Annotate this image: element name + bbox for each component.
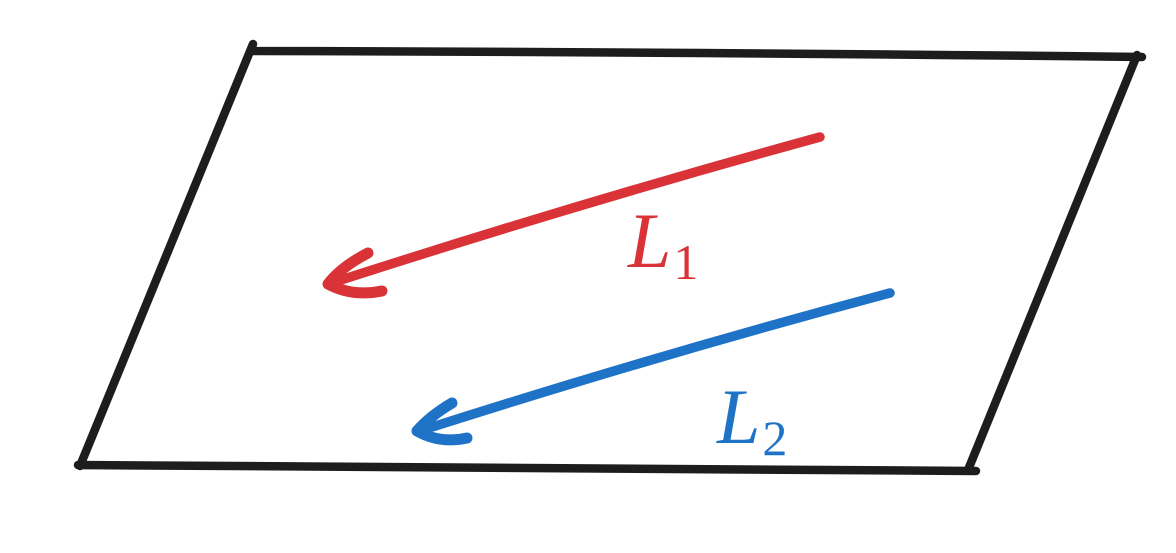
- line-l1-label-subscript: 1: [673, 234, 698, 290]
- line-l2: L2: [411, 288, 895, 466]
- line-l2-label-main: L: [716, 373, 760, 460]
- line-l1: L1: [322, 132, 825, 299]
- line-l2-shaft: [424, 288, 895, 433]
- line-l1-shaft: [336, 132, 825, 285]
- line-l1-label-main: L: [627, 197, 671, 284]
- line-l2-label-subscript: 2: [762, 410, 787, 466]
- plane-outline: [73, 39, 1147, 476]
- line-l1-arrowhead: [322, 247, 388, 299]
- line-l1-label: L1: [627, 197, 698, 290]
- line-l2-arrowhead: [411, 397, 473, 446]
- line-l2-label: L2: [716, 373, 787, 466]
